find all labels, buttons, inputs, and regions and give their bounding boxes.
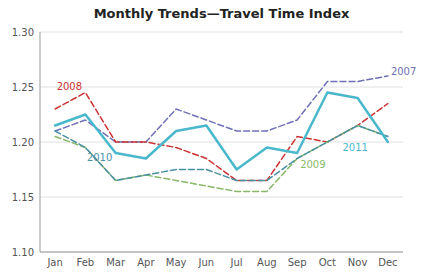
x-tick-label: Sep (288, 257, 307, 268)
series-line (55, 93, 388, 170)
y-tick-label: 1.20 (12, 137, 34, 148)
x-tick-label: Nov (348, 257, 368, 268)
y-tick-label: 1.10 (12, 247, 34, 258)
x-tick-label: Jul (230, 257, 243, 268)
x-axis (40, 252, 403, 253)
x-tick-label: Jan (46, 257, 62, 268)
x-tick-label: Aug (257, 257, 277, 268)
annotation: 2010 (87, 152, 112, 163)
y-axis (40, 32, 41, 252)
annotation: 2008 (57, 81, 82, 92)
series-line (55, 76, 388, 142)
grid-line (40, 87, 403, 88)
x-tick-label: May (166, 257, 187, 268)
x-tick-label: Oct (319, 257, 336, 268)
y-tick-label: 1.15 (12, 192, 34, 203)
x-tick-label: Dec (378, 257, 397, 268)
title: Monthly Trends—Travel Time Index (94, 6, 350, 21)
grid-line (40, 197, 403, 198)
annotation: 2011 (343, 142, 368, 153)
y-tick-label: 1.30 (12, 27, 34, 38)
annotation: 2009 (300, 159, 325, 170)
grid-line (40, 252, 403, 253)
x-tick-label: Feb (77, 257, 95, 268)
x-tick-label: Apr (137, 257, 155, 268)
series-line (55, 126, 388, 181)
grid-line (40, 32, 403, 33)
x-tick-label: Mar (106, 257, 126, 268)
x-tick-label: Jun (198, 257, 215, 268)
series-line (55, 93, 388, 181)
y-tick-label: 1.25 (12, 82, 34, 93)
chart: Monthly Trends—Travel Time Index 1.10 1.15… (0, 0, 433, 274)
annotation: 2007 (391, 66, 416, 77)
series-group (55, 76, 388, 192)
series-line (55, 126, 388, 192)
